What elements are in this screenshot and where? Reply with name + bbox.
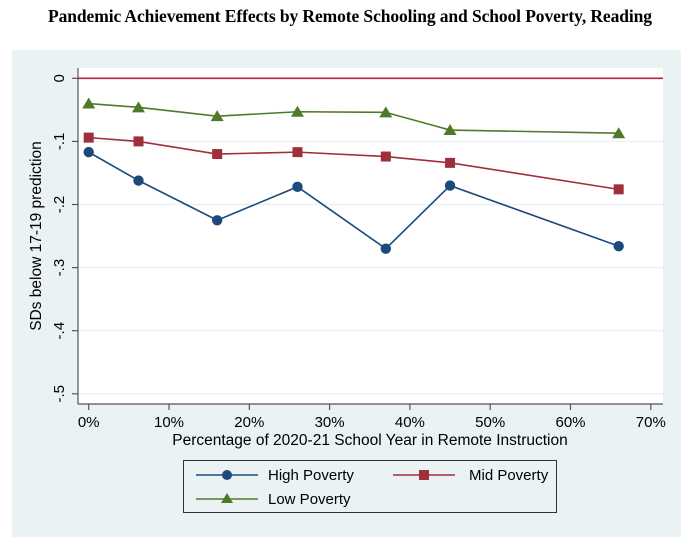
plot-area — [78, 68, 663, 404]
data-point-high-poverty — [380, 243, 392, 254]
y-tick-label: -.4 — [51, 322, 68, 340]
data-point-low-poverty — [131, 101, 145, 113]
y-tick-label: -.5 — [51, 385, 68, 403]
data-point-high-poverty — [292, 181, 303, 193]
data-point-mid-poverty — [445, 157, 456, 168]
legend-item-low-poverty: Low Poverty — [196, 488, 351, 510]
legend-item-mid-poverty: Mid Poverty — [393, 464, 548, 486]
x-tick-label: 20% — [234, 414, 264, 431]
data-point-mid-poverty — [133, 136, 144, 147]
chart-title: Pandemic Achievement Effects by Remote S… — [48, 6, 652, 26]
data-point-mid-poverty — [292, 147, 303, 158]
data-point-high-poverty — [83, 146, 94, 158]
x-tick-label: 70% — [636, 414, 666, 431]
data-point-mid-poverty — [212, 149, 223, 160]
data-point-high-poverty — [613, 240, 624, 252]
data-point-mid-poverty — [380, 151, 391, 162]
legend-triangle-marker-icon — [196, 493, 258, 503]
legend-square-marker-icon — [393, 470, 455, 480]
data-point-low-poverty — [82, 97, 96, 109]
y-axis-label: SDs below 17-19 prediction — [28, 141, 45, 331]
y-tick-label: -.2 — [51, 196, 68, 214]
legend-circle-marker-icon — [196, 470, 258, 480]
x-tick-label: 50% — [475, 414, 505, 431]
y-tick-label: 0 — [51, 74, 68, 82]
x-tick-label: 30% — [315, 414, 345, 431]
data-point-low-poverty — [443, 124, 457, 136]
x-tick-label: 40% — [395, 414, 425, 431]
data-point-mid-poverty — [613, 184, 624, 195]
x-axis-label: Percentage of 2020-21 School Year in Rem… — [172, 432, 568, 449]
x-tick-label: 0% — [78, 414, 100, 431]
y-tick-label: -.3 — [51, 259, 68, 277]
legend-label: Mid Poverty — [469, 466, 549, 484]
y-tick-label: -.1 — [51, 133, 68, 151]
legend-label: Low Poverty — [268, 490, 351, 508]
legend-label: High Poverty — [268, 466, 354, 484]
x-tick-label: 10% — [154, 414, 184, 431]
legend: High Poverty Mid Poverty Low Poverty — [183, 460, 557, 513]
data-point-mid-poverty — [83, 132, 94, 143]
data-point-low-poverty — [210, 110, 224, 122]
data-point-high-poverty — [211, 215, 223, 226]
data-point-high-poverty — [133, 175, 144, 186]
data-point-low-poverty — [379, 106, 393, 118]
data-point-high-poverty — [444, 180, 456, 191]
data-point-low-poverty — [612, 127, 626, 139]
data-point-low-poverty — [290, 105, 304, 117]
x-tick-label: 60% — [555, 414, 585, 431]
legend-item-high-poverty: High Poverty — [196, 464, 354, 486]
